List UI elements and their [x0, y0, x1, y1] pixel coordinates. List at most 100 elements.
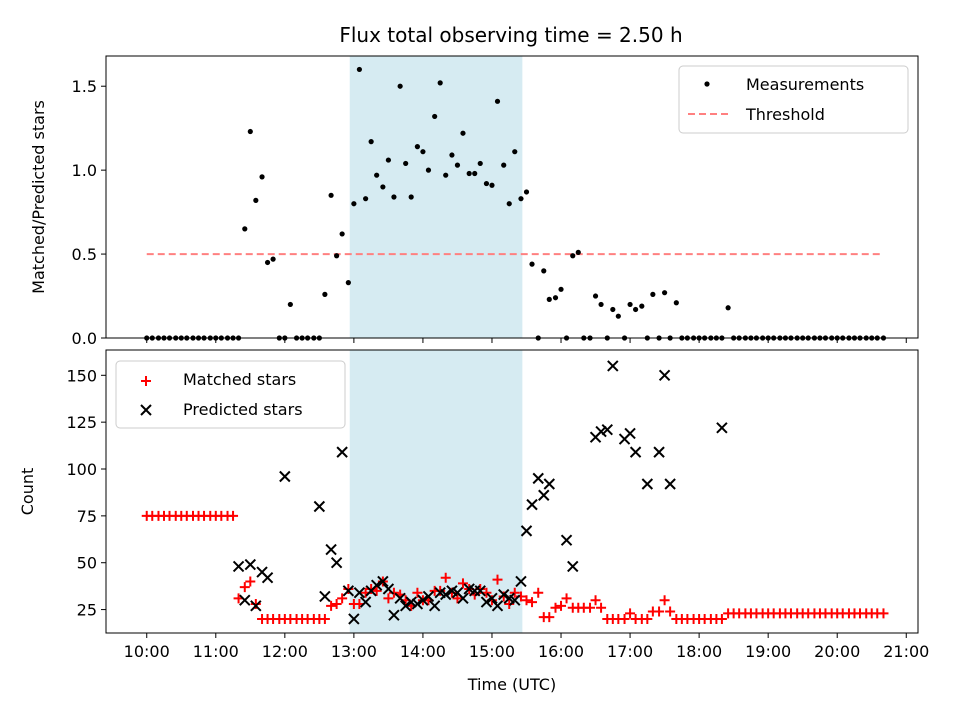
measurement-point — [673, 300, 679, 306]
measurement-point — [661, 290, 668, 296]
predicted-stars-legend-marker — [140, 404, 152, 416]
matched-stars-point — [457, 578, 468, 589]
predicted-stars-point — [244, 558, 257, 571]
matched-stars-point — [388, 587, 399, 598]
predicted-stars-point — [457, 592, 469, 605]
measurement-point — [322, 291, 328, 297]
matched-stars-point — [665, 606, 676, 617]
matched-stars-point — [550, 602, 561, 613]
matched-stars-point — [521, 595, 532, 606]
predicted-stars-point — [239, 594, 251, 606]
measurement-point — [472, 170, 478, 177]
matched-stars-point — [544, 612, 555, 623]
bot-x-tick-label: 17:00 — [607, 642, 653, 661]
predicted-stars-point — [313, 500, 326, 513]
measurement-point — [391, 194, 397, 200]
predicted-stars-point — [330, 557, 343, 569]
predicted-stars-point — [377, 575, 389, 588]
measurements-legend-label: Measurements — [746, 75, 864, 94]
top-y-tick-label: 1.5 — [72, 77, 97, 96]
matched-stars-point — [440, 572, 451, 583]
predicted-stars-point — [538, 489, 550, 501]
measurement-point — [443, 172, 449, 178]
predicted-stars-point — [658, 369, 671, 382]
threshold-legend-label: Threshold — [745, 105, 825, 124]
measurement-point — [437, 80, 443, 86]
predicted-stars-point — [279, 470, 291, 483]
bot-y-tick-label: 150 — [66, 366, 97, 385]
predicted-stars-point — [716, 422, 728, 434]
predicted-stars-point — [232, 560, 245, 573]
predicted-stars-point — [370, 579, 383, 591]
matched-stars-point — [239, 582, 250, 593]
measurement-point — [546, 296, 552, 302]
bot-x-tick-label: 10:00 — [124, 642, 170, 661]
predicted-stars-point — [422, 590, 435, 603]
predicted-stars-point — [520, 525, 533, 537]
bot-x-tick-label: 14:00 — [400, 642, 446, 661]
predicted-stars-point — [480, 596, 493, 608]
predicted-stars-point — [567, 560, 579, 573]
predicted-stars-point — [250, 600, 262, 612]
bot-x-tick-label: 19:00 — [745, 642, 791, 661]
bot-x-tick-label: 11:00 — [193, 642, 239, 661]
measurement-point — [725, 305, 731, 311]
measurement-point — [339, 231, 345, 237]
bot-y-tick-label: 50 — [77, 554, 97, 573]
measurement-point — [345, 280, 351, 286]
predicted-stars-legend-label: Predicted stars — [183, 400, 303, 419]
measurement-point — [650, 291, 656, 297]
predicted-stars-point — [399, 600, 412, 612]
matched-stars-point — [337, 593, 348, 604]
matched-stars-point — [250, 598, 261, 609]
measurement-point — [380, 184, 386, 190]
matched-stars-point — [590, 595, 601, 606]
predicted-stars-point — [498, 588, 510, 601]
measurement-point — [460, 130, 466, 136]
bottom-legend-box — [115, 360, 346, 429]
measurement-point — [466, 170, 472, 177]
bottom-panel: 10:00 11:00 12:00 13:00 14:00 15:00 16:00 17:00… — [18, 349, 929, 694]
matched-stars-point — [716, 613, 727, 624]
measurement-point — [489, 182, 495, 188]
chart-title: Flux total observing time = 2.50 h — [339, 23, 682, 47]
measurement-point — [494, 98, 501, 104]
predicted-stars-point — [543, 478, 555, 490]
matched-stars-point — [331, 598, 342, 609]
top-panel: 0.0 0.5 1.0 1.5 Matched/Predicted stars Mea… — [29, 55, 919, 348]
predicted-stars-point — [515, 575, 527, 588]
predicted-stars-point — [532, 472, 544, 485]
measurement-point — [334, 253, 340, 259]
bot-x-tick-label: 18:00 — [676, 642, 722, 661]
predicted-stars-point — [641, 478, 654, 490]
predicted-stars-point — [601, 423, 613, 436]
predicted-stars-point — [474, 585, 486, 597]
measurement-point — [270, 256, 276, 262]
predicted-stars-point — [382, 583, 395, 595]
measurement-point — [523, 189, 530, 195]
bot-x-tick-label: 16:00 — [538, 642, 584, 661]
measurement-point — [420, 149, 426, 155]
measurement-point — [592, 293, 599, 299]
matched-stars-point — [504, 598, 515, 609]
predicted-stars-point — [560, 534, 573, 546]
predicted-stars-point — [336, 446, 348, 458]
measurement-point — [615, 313, 621, 319]
matched-stars-point — [366, 583, 377, 594]
matched-stars-legend-marker — [141, 376, 151, 386]
measurement-point — [356, 66, 363, 73]
predicted-stars-point — [319, 590, 331, 603]
predicted-stars-point — [417, 594, 429, 606]
predicted-stars-point — [411, 598, 424, 610]
predicted-stars-point — [486, 592, 498, 605]
bot-x-tick-label: 21:00 — [883, 642, 929, 661]
bot-x-tick-label: 13:00 — [331, 642, 377, 661]
bot-y-tick-label: 75 — [77, 507, 97, 526]
matched-stars-point — [561, 593, 572, 604]
top-observing-window — [349, 56, 523, 338]
predicted-stars-point — [491, 600, 504, 612]
measurement-point — [518, 196, 524, 202]
measurement-point — [397, 83, 403, 89]
top-y-tick-label: 0.5 — [72, 245, 97, 264]
